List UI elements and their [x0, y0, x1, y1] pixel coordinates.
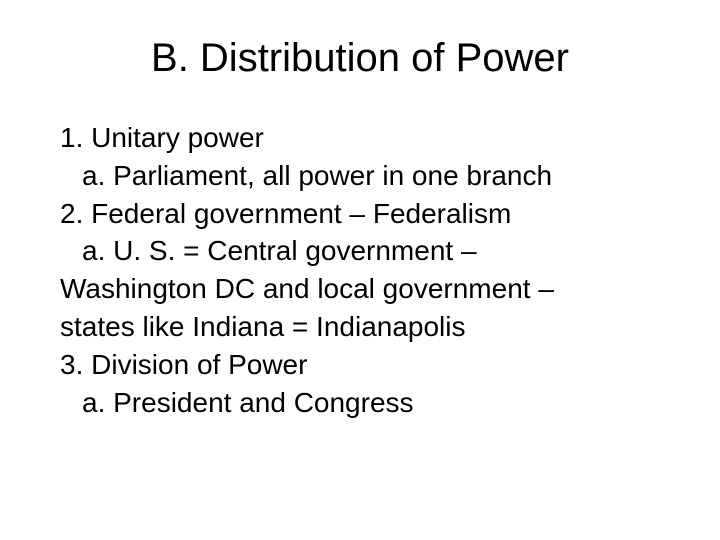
body-line: 2. Federal government – Federalism [60, 195, 660, 233]
body-line: a. President and Congress [60, 384, 660, 422]
body-line: 3. Division of Power [60, 346, 660, 384]
body-line: 1. Unitary power [60, 119, 660, 157]
slide-body: 1. Unitary power a. Parliament, all powe… [60, 119, 660, 421]
body-line: states like Indiana = Indianapolis [60, 308, 660, 346]
body-line: a. U. S. = Central government – [60, 232, 660, 270]
slide: B. Distribution of Power 1. Unitary powe… [0, 0, 720, 540]
body-line: a. Parliament, all power in one branch [60, 157, 660, 195]
body-line: Washington DC and local government – [60, 270, 660, 308]
slide-title: B. Distribution of Power [60, 36, 660, 81]
